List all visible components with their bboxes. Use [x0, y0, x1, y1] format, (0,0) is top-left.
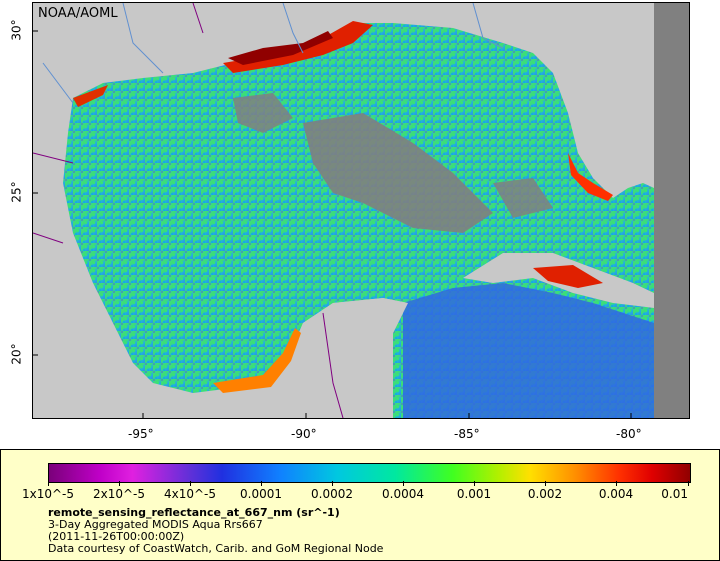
- colorbar-label: 0.0002: [311, 487, 353, 501]
- yucatan-land: [288, 298, 408, 418]
- colorbar-label: 0.0001: [240, 487, 282, 501]
- dataset-name: 3-Day Aggregated MODIS Aqua Rrs667: [48, 518, 263, 531]
- legend-text: remote_sensing_reflectance_at_667_nm (sr…: [48, 507, 383, 555]
- x-tick-label: -95°: [128, 427, 154, 441]
- legend-panel: 1x10^-5 2x10^-5 4x10^-5 0.0001 0.0002 0.…: [0, 449, 720, 561]
- cloud-gap: [493, 178, 553, 218]
- coastal-band-campeche: [213, 328, 301, 393]
- y-tick-label: 25°: [9, 181, 24, 203]
- colorbar-label: 0.0004: [382, 487, 424, 501]
- map-panel[interactable]: NOAA/AOML: [32, 2, 690, 419]
- colorbar-label: 0.002: [527, 487, 563, 501]
- dataset-date: (2011-11-26T00:00:00Z): [48, 530, 185, 543]
- data-credit: Data courtesy of CoastWatch, Carib. and …: [48, 542, 384, 555]
- political-borders: [33, 3, 344, 418]
- colorbar-label: 0.004: [598, 487, 634, 501]
- coastal-band-cuba: [533, 265, 603, 288]
- colorbar-label: 4x10^-5: [163, 487, 217, 501]
- colorbar-label: 0.001: [456, 487, 492, 501]
- no-data-strip: [654, 3, 689, 418]
- colorbar: [48, 463, 691, 483]
- rivers: [42, 3, 504, 104]
- cloud-gap: [303, 113, 493, 233]
- variable-name: remote_sensing_reflectance_at_667_nm (sr…: [48, 506, 340, 519]
- y-tick-label: 30°: [9, 19, 24, 41]
- frame-ticks: [33, 30, 632, 418]
- coastal-band-florida: [568, 153, 613, 201]
- colorbar-label: 0.01: [661, 487, 688, 501]
- gulf-of-mexico-map: [33, 3, 689, 418]
- coastal-band-texas: [73, 85, 108, 107]
- colorbar-label: 1x10^-5: [21, 487, 75, 501]
- y-tick-label: 20°: [9, 343, 24, 365]
- x-tick-label: -80°: [616, 427, 642, 441]
- x-tick-label: -85°: [454, 427, 480, 441]
- watermark-label: NOAA/AOML: [38, 6, 118, 21]
- cloud-gap: [233, 93, 293, 133]
- coastal-band-louisiana: [228, 31, 333, 65]
- caribbean-water: [403, 283, 654, 418]
- x-tick-label: -90°: [291, 427, 317, 441]
- florida-land: [538, 3, 633, 193]
- colorbar-label: 2x10^-5: [92, 487, 146, 501]
